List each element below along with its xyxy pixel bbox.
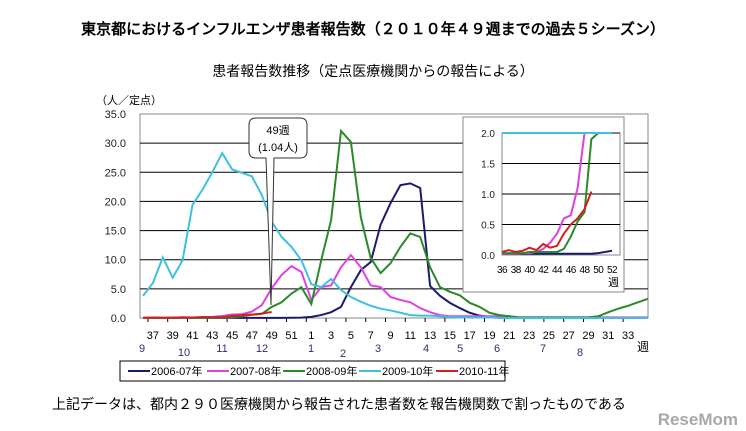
annotation-value: (1.04人): [258, 141, 298, 154]
x-tick-label: 43: [206, 330, 218, 342]
inset-series-line-2008-09年: [502, 132, 612, 255]
annotation-week: 49週: [266, 124, 289, 137]
legend: [119, 360, 506, 382]
annotation-callout: 49週 (1.04人): [248, 117, 308, 306]
legend-label: 2008-09年: [306, 364, 357, 378]
inset-y-tick-label: 0.5: [481, 221, 495, 232]
inset-y-tick-label: 0.0: [481, 251, 495, 262]
x-tick-label: 39: [167, 330, 179, 342]
legend-label: 2009-10年: [382, 364, 433, 378]
month-label: 3: [375, 343, 381, 355]
chart-title: 患者報告数推移（定点医療機関からの報告による）: [212, 63, 534, 79]
legend-label: 2010-11年: [459, 364, 510, 378]
x-tick-label: 7: [368, 330, 374, 342]
x-tick-label: 33: [622, 330, 634, 342]
x-tick-label: 29: [582, 330, 594, 342]
x-tick-label: 5: [348, 330, 354, 342]
inset-y-tick-label: 1.0: [481, 190, 495, 201]
y-tick-label: 10.0: [105, 255, 126, 267]
series-line-2010-11年: [142, 310, 272, 319]
month-label: 9: [139, 343, 145, 355]
inset-series-line-2010-11年: [501, 191, 593, 253]
x-tick-label: 19: [483, 330, 495, 342]
x-tick-label: 21: [503, 330, 515, 342]
x-tick-label: 13: [424, 330, 436, 342]
footer-note: 上記データは、都内２９０医療機関から報告された患者数を報告機関数で割ったものであ…: [52, 396, 626, 412]
x-tick-label: 3: [328, 330, 334, 342]
inset-y-tick-label: 2.0: [481, 129, 495, 140]
inset-x-tick-label: 52: [607, 265, 618, 276]
month-label: 10: [178, 347, 190, 359]
legend-label: 2006-07年: [151, 364, 202, 378]
month-label: 6: [494, 343, 500, 355]
x-tick-label: 17: [464, 330, 476, 342]
series-line-2009-10年: [142, 151, 648, 319]
inset-x-unit: 週: [608, 276, 619, 289]
month-label: 5: [457, 343, 463, 355]
inset-x-tick-label: 50: [593, 265, 604, 276]
inset-x-tick-label: 38: [511, 265, 522, 276]
x-tick-label: 31: [602, 330, 614, 342]
month-label: 7: [540, 343, 546, 355]
month-label: 4: [423, 343, 429, 355]
x-tick-label: 41: [186, 330, 198, 342]
inset-x-tick-label: 40: [524, 265, 535, 276]
inset-x-tick-label: 44: [552, 265, 563, 276]
month-label: 11: [216, 343, 227, 355]
month-label: 2: [340, 348, 346, 360]
y-tick-label: 35.0: [105, 109, 126, 121]
x-axis-unit: 週: [637, 340, 649, 354]
x-tick-label: 15: [444, 330, 456, 342]
x-tick-label: 11: [405, 330, 416, 342]
y-tick-label: 5.0: [111, 284, 126, 296]
x-tick-label: 51: [285, 330, 297, 342]
inset-x-tick-label: 42: [538, 265, 549, 276]
x-tick-label: 9: [387, 330, 393, 342]
x-tick-label: 27: [563, 330, 575, 342]
y-tick-label: 30.0: [105, 138, 126, 150]
inset-x-tick-label: 36: [497, 265, 508, 276]
x-tick-label: 1: [308, 330, 314, 342]
month-label: 1: [308, 343, 314, 355]
inset-x-tick-label: 48: [579, 265, 590, 276]
y-tick-label: 0.0: [111, 313, 126, 325]
month-label: 8: [577, 347, 583, 359]
y-tick-label: 25.0: [105, 167, 126, 179]
watermark-logo: ReseMom: [658, 410, 738, 429]
x-tick-label: 49: [266, 330, 278, 342]
inset-x-tick-label: 46: [566, 265, 577, 276]
inset-y-tick-label: 1.5: [481, 160, 495, 171]
x-tick-label: 45: [226, 330, 238, 342]
y-axis-label: （人／定点）: [96, 93, 162, 107]
y-tick-label: 20.0: [105, 196, 126, 208]
inset-chart: 0.0 0.5 1.0 1.5 2.0 36 38 40 42 44 46 48 50 52 週: [462, 116, 625, 293]
x-tick-label: 25: [543, 330, 555, 342]
page-title: 東京都におけるインフルエンザ患者報告数（２０１０年４９週までの過去５シーズン）: [81, 20, 665, 38]
x-tick-label: 47: [246, 330, 258, 342]
month-label: 12: [256, 343, 268, 355]
x-tick-label: 23: [523, 330, 535, 342]
y-tick-label: 15.0: [105, 226, 126, 238]
legend-label: 2007-08年: [230, 364, 281, 378]
x-tick-label: 37: [147, 330, 159, 342]
